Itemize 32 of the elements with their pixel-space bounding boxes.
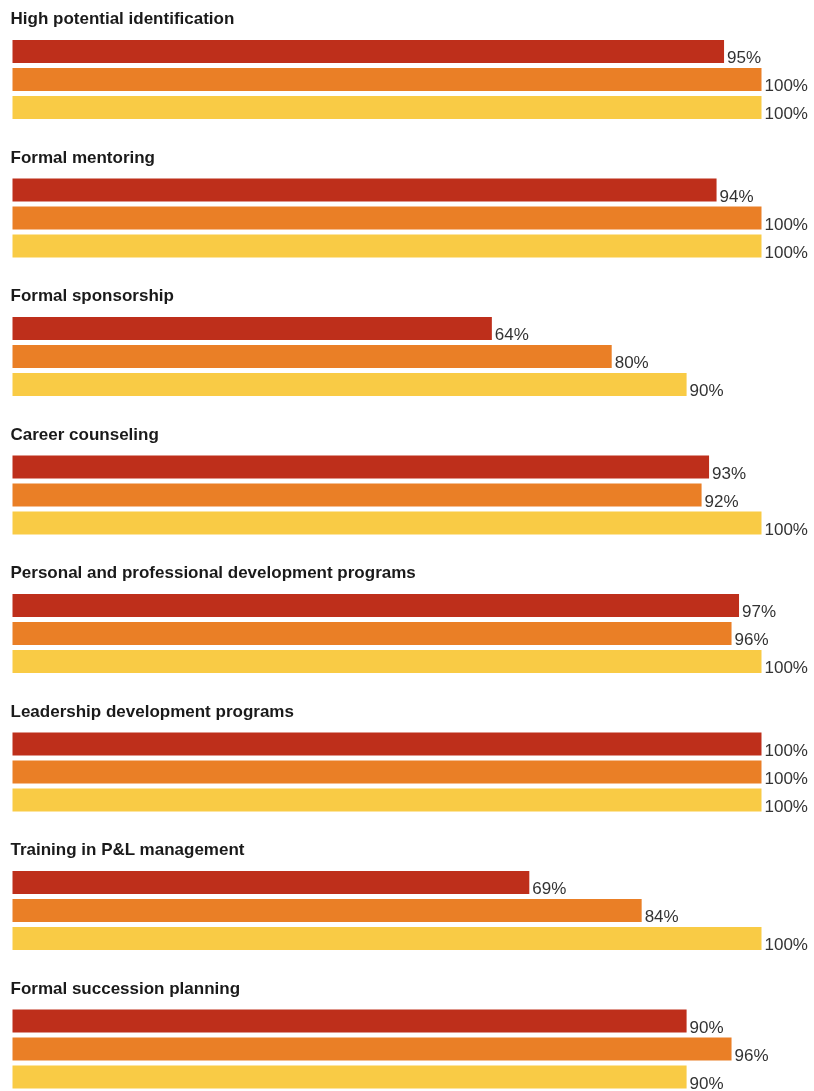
data-label: 100% <box>764 242 808 262</box>
data-label: 100% <box>764 796 808 816</box>
data-label: 100% <box>764 519 808 539</box>
y-tick-label: Formal succession planning <box>10 978 241 998</box>
data-label: 90% <box>689 381 724 400</box>
data-label: 100% <box>764 935 808 954</box>
data-label: 100% <box>764 658 808 677</box>
data-label: 94% <box>719 186 754 206</box>
y-tick-label: Career counseling <box>10 424 159 444</box>
y-tick-label: Formal mentoring <box>10 147 156 167</box>
data-label: 95% <box>727 48 762 67</box>
data-label: 97% <box>742 602 777 621</box>
y-tick-label: Formal sponsorship <box>10 286 174 305</box>
data-label: 100% <box>764 768 808 788</box>
data-label: 90% <box>689 1017 724 1037</box>
data-label: 92% <box>704 491 739 511</box>
y-tick-label: Personal and professional development programs <box>10 563 416 582</box>
data-label: 80% <box>614 353 649 372</box>
data-label: 100% <box>764 104 808 123</box>
data-label: 96% <box>734 630 769 649</box>
y-tick-label: Leadership development programs <box>10 701 294 721</box>
data-label: 90% <box>689 1073 724 1091</box>
data-label: 100% <box>764 214 808 234</box>
data-label: 100% <box>764 740 808 760</box>
data-label: 100% <box>764 76 808 95</box>
data-label: 93% <box>712 463 747 483</box>
y-tick-label: Training in P&L management <box>10 840 245 859</box>
data-label: 69% <box>532 879 567 898</box>
data-label: 96% <box>734 1045 769 1065</box>
data-label: 84% <box>644 907 679 926</box>
y-tick-label: High potential identification <box>10 9 235 28</box>
data-label: 64% <box>494 325 529 344</box>
